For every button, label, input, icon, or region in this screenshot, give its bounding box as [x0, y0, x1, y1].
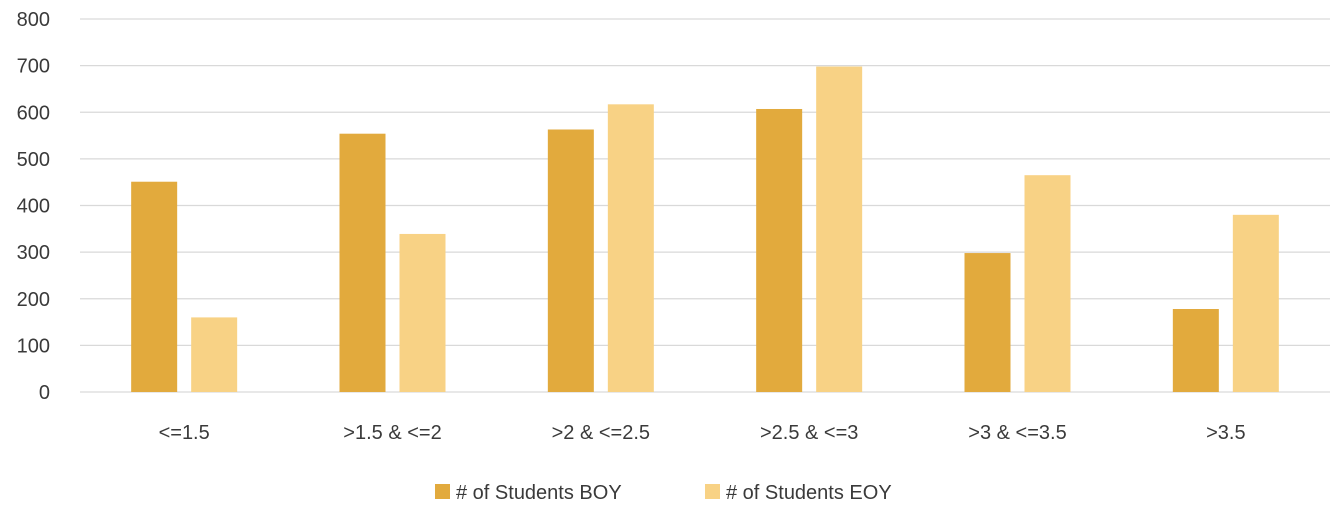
y-tick-label: 200 — [17, 289, 50, 311]
legend-label-eoy: # of Students EOY — [726, 482, 892, 504]
grid-layer — [80, 18, 1330, 393]
bar-boy-5 — [964, 253, 1011, 392]
y-tick-label: 800 — [17, 9, 50, 31]
bars-layer — [131, 66, 1279, 393]
y-tick-label: 0 — [39, 382, 50, 404]
legend-item-eoy: # of Students EOY — [705, 482, 892, 504]
x-tick-label: >3.5 — [1206, 422, 1245, 444]
x-axis-tick-labels: <=1.5 >1.5 & <=2 >2 & <=2.5 >2.5 & <=3 >3 & … — [159, 422, 1246, 444]
y-tick-label: 300 — [17, 242, 50, 264]
bar-boy-3 — [547, 129, 594, 392]
bar-boy-6 — [1172, 309, 1219, 392]
legend: # of Students BOY # of Students EOY — [435, 482, 892, 504]
x-tick-label: >3 & <=3.5 — [968, 422, 1066, 444]
bar-eoy-6 — [1232, 214, 1279, 392]
bar-boy-2 — [339, 133, 386, 392]
bar-boy-4 — [756, 108, 803, 392]
y-tick-label: 500 — [17, 149, 50, 171]
legend-label-boy: # of Students BOY — [456, 482, 622, 504]
bar-eoy-3 — [607, 104, 654, 392]
x-tick-label: >2.5 & <=3 — [760, 422, 858, 444]
bar-eoy-2 — [399, 233, 446, 392]
bar-eoy-4 — [816, 66, 863, 393]
bar-eoy-5 — [1024, 175, 1071, 392]
x-tick-label: >1.5 & <=2 — [343, 422, 441, 444]
legend-swatch-eoy — [705, 484, 720, 499]
bar-eoy-1 — [191, 317, 238, 392]
legend-item-boy: # of Students BOY — [435, 482, 622, 504]
y-tick-label: 100 — [17, 335, 50, 357]
y-axis-tick-labels: 0 100 200 300 400 500 600 700 800 — [17, 9, 50, 404]
y-tick-label: 700 — [17, 56, 50, 78]
x-tick-label: >2 & <=2.5 — [552, 422, 650, 444]
legend-swatch-boy — [435, 484, 450, 499]
y-tick-label: 400 — [17, 196, 50, 218]
y-tick-label: 600 — [17, 102, 50, 124]
x-tick-label: <=1.5 — [159, 422, 210, 444]
bar-boy-1 — [131, 181, 178, 392]
